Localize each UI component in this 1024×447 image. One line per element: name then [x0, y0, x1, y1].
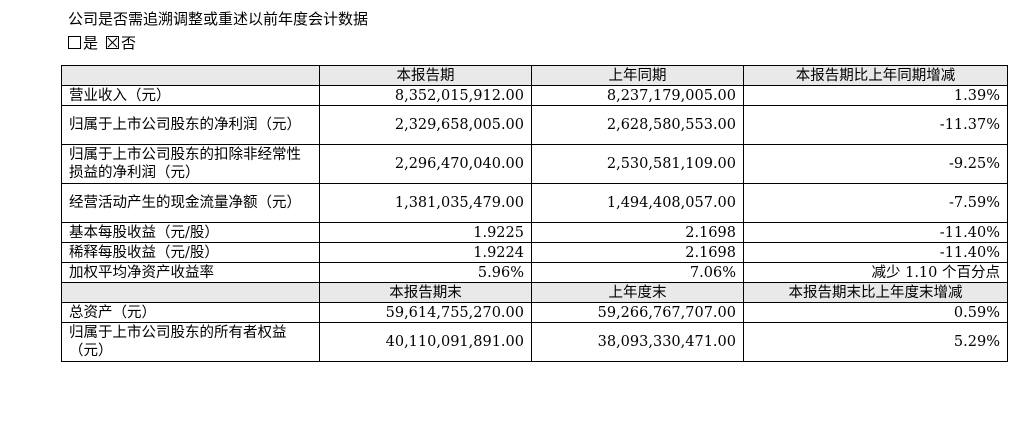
cell-value: 2,329,658,005.00	[319, 105, 532, 145]
table-subheader-row: 本报告期末 上年度末 本报告期末比上年度末增减	[61, 282, 1008, 303]
row-label: 基本每股收益（元/股）	[61, 222, 320, 243]
cell-value: 59,614,755,270.00	[319, 302, 532, 323]
cell-value: 59,266,767,707.00	[531, 302, 744, 323]
row-label: 总资产（元）	[61, 302, 320, 323]
cell-value: 7.06%	[531, 262, 744, 283]
cell-value: 2,296,470,040.00	[319, 144, 532, 184]
row-label: 营业收入（元）	[61, 85, 320, 106]
cell-value: 40,110,091,891.00	[319, 322, 532, 362]
header-cell: 本报告期	[319, 65, 532, 86]
cell-value: 0.59%	[743, 302, 1008, 323]
row-label: 稀释每股收益（元/股）	[61, 242, 320, 263]
cell-value: 减少 1.10 个百分点	[743, 262, 1008, 283]
header-cell	[61, 65, 320, 86]
table-row: 归属于上市公司股东的所有者权益（元） 40,110,091,891.00 38,…	[61, 322, 1008, 362]
cell-value: 1,494,408,057.00	[531, 183, 744, 223]
cell-value: 8,237,179,005.00	[531, 85, 744, 106]
row-label: 归属于上市公司股东的扣除非经常性损益的净利润（元）	[61, 144, 320, 184]
cell-value: 2.1698	[531, 222, 744, 243]
cell-value: 1,381,035,479.00	[319, 183, 532, 223]
header-cell: 本报告期末	[319, 282, 532, 303]
header-cell	[61, 282, 320, 303]
cell-value: 8,352,015,912.00	[319, 85, 532, 106]
checkbox-yes[interactable]	[68, 36, 81, 49]
header-cell: 上年同期	[531, 65, 744, 86]
header-cell: 本报告期比上年同期增减	[743, 65, 1008, 86]
cell-value: 5.96%	[319, 262, 532, 283]
table-row: 营业收入（元） 8,352,015,912.00 8,237,179,005.0…	[61, 85, 1008, 106]
financial-data-table: 本报告期 上年同期 本报告期比上年同期增减 营业收入（元） 8,352,015,…	[61, 65, 1008, 362]
cell-value: -11.40%	[743, 222, 1008, 243]
option-no-label: 否	[121, 34, 137, 52]
cell-value: -11.37%	[743, 105, 1008, 145]
cell-value: 5.29%	[743, 322, 1008, 362]
section-question: 公司是否需追溯调整或重述以前年度会计数据	[68, 10, 369, 28]
table-row: 归属于上市公司股东的扣除非经常性损益的净利润（元） 2,296,470,040.…	[61, 144, 1008, 184]
cell-value: 2.1698	[531, 242, 744, 263]
header-cell: 上年度末	[531, 282, 744, 303]
cell-value: 38,093,330,471.00	[531, 322, 744, 362]
row-label: 归属于上市公司股东的净利润（元）	[61, 105, 320, 145]
table-row: 稀释每股收益（元/股） 1.9224 2.1698 -11.40%	[61, 242, 1008, 263]
checkbox-no[interactable]	[106, 36, 120, 49]
table-row: 归属于上市公司股东的净利润（元） 2,329,658,005.00 2,628,…	[61, 105, 1008, 145]
options-line: 是否	[68, 33, 136, 53]
cell-value: 1.9224	[319, 242, 532, 263]
table-header-row: 本报告期 上年同期 本报告期比上年同期增减	[61, 65, 1008, 86]
table-row: 总资产（元） 59,614,755,270.00 59,266,767,707.…	[61, 302, 1008, 323]
cell-value: -7.59%	[743, 183, 1008, 223]
option-yes-label: 是	[83, 34, 99, 52]
row-label: 加权平均净资产收益率	[61, 262, 320, 283]
table-row: 经营活动产生的现金流量净额（元） 1,381,035,479.00 1,494,…	[61, 183, 1008, 223]
row-label: 归属于上市公司股东的所有者权益（元）	[61, 322, 320, 362]
table-row: 基本每股收益（元/股） 1.9225 2.1698 -11.40%	[61, 222, 1008, 243]
cell-value: 1.9225	[319, 222, 532, 243]
cell-value: 2,628,580,553.00	[531, 105, 744, 145]
cell-value: -9.25%	[743, 144, 1008, 184]
cell-value: 2,530,581,109.00	[531, 144, 744, 184]
row-label: 经营活动产生的现金流量净额（元）	[61, 183, 320, 223]
cell-value: -11.40%	[743, 242, 1008, 263]
cell-value: 1.39%	[743, 85, 1008, 106]
header-cell: 本报告期末比上年度末增减	[743, 282, 1008, 303]
table-row: 加权平均净资产收益率 5.96% 7.06% 减少 1.10 个百分点	[61, 262, 1008, 283]
